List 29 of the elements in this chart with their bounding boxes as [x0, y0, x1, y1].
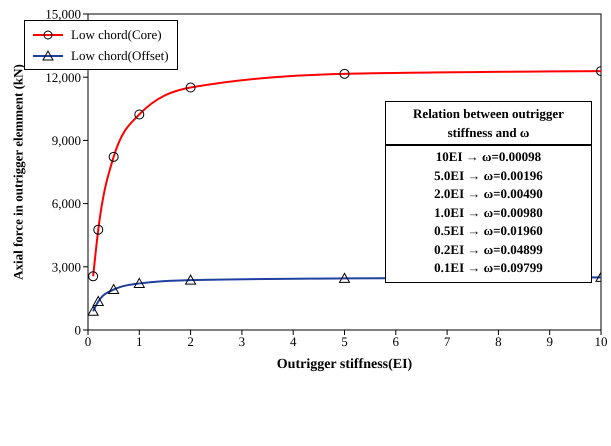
annotation: 2.0EI → ω=0.00490: [433, 185, 544, 203]
x-tick-label: 2: [187, 334, 194, 350]
annotation: 5.0EI → ω=0.00196: [433, 166, 544, 184]
x-tick-label: 10: [594, 334, 608, 350]
y-tick-label: 15,000: [45, 6, 81, 22]
x-tick-label: 1: [136, 334, 143, 350]
x-tick-label: 3: [238, 334, 246, 350]
annotation: 10EI → ω=0.00098: [434, 148, 542, 166]
annotation: 1.0EI → ω=0.00980: [433, 204, 544, 222]
annotation: 0.1EI → ω=0.09799: [433, 259, 544, 277]
annotation: 0.5EI → ω=0.01960: [433, 222, 544, 240]
annotation: 0.2EI → ω=0.04899: [433, 240, 544, 258]
x-tick-label: 9: [546, 334, 553, 350]
x-tick-label: 7: [444, 334, 451, 350]
annotation: Relation between outrigger stiffness and ω: [386, 102, 591, 146]
y-tick-label: 6,000: [52, 196, 81, 212]
x-tick-label: 0: [84, 334, 92, 350]
legend-label: Low chord(Offset): [71, 48, 169, 64]
y-tick-label: 3,000: [52, 259, 81, 274]
y-tick-label: 12,000: [45, 70, 81, 85]
x-tick-label: 8: [495, 334, 502, 350]
x-tick-label: 6: [392, 334, 400, 350]
y-tick-label: 0: [74, 322, 81, 338]
x-tick-label: 4: [290, 334, 297, 350]
legend-label: Low chord(Core): [71, 26, 162, 42]
y-tick-label: 9,000: [52, 133, 81, 148]
x-axis-title: Outrigger stiffness(EI): [276, 357, 413, 372]
y-axis-title: Axial force in outrigger elemment (kN): [10, 64, 26, 280]
x-tick-label: 5: [341, 334, 348, 350]
